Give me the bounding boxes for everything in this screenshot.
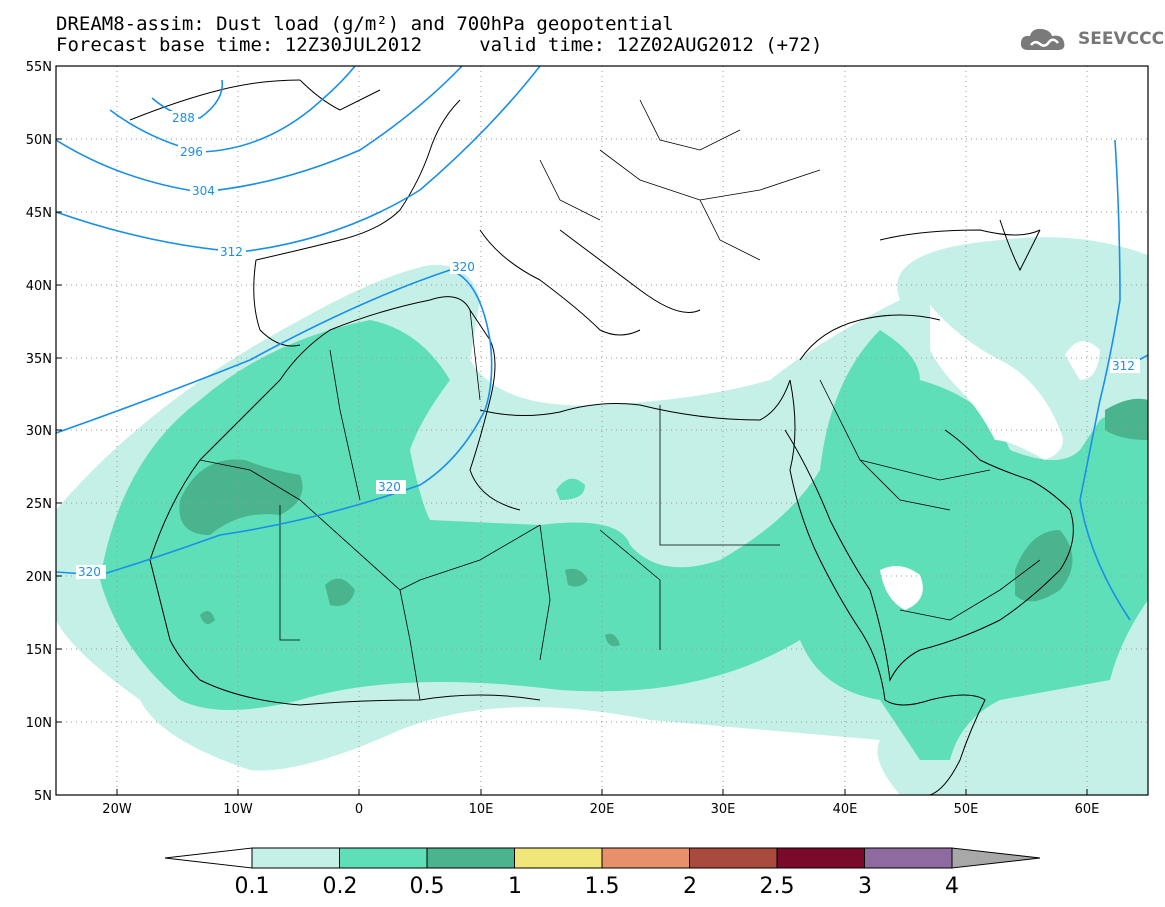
contour-label: 320 — [452, 260, 475, 274]
contour-labels: 288 296 304 312 320 320 320 312 — [76, 111, 1140, 579]
lon-label-30e: 30E — [711, 802, 736, 817]
lon-label-0: 0 — [355, 802, 363, 817]
colorbar-label: 0.1 — [235, 874, 270, 899]
lat-label-5n: 5N — [34, 789, 52, 804]
colorbar-label: 1 — [508, 874, 522, 899]
colorbar-segment — [776, 847, 865, 869]
colorbar-segment — [514, 847, 603, 869]
lat-label-55n: 55N — [26, 60, 52, 75]
cloud-icon — [1020, 28, 1065, 50]
contour-label: 320 — [78, 565, 101, 579]
dust-layer-0-5 — [179, 398, 1148, 647]
lat-label-45n: 45N — [26, 206, 52, 221]
colorbar-segment — [601, 847, 690, 869]
colorbar-low-arrow — [164, 847, 253, 869]
longitude-labels: 20W 10W 0 10E 20E 30E 40E 50E 60E — [102, 802, 1099, 817]
lon-label-20e: 20E — [590, 802, 615, 817]
lon-label-40e: 40E — [833, 802, 858, 817]
lat-lon-gridlines — [56, 66, 1148, 795]
lat-label-35n: 35N — [26, 352, 52, 367]
lon-label-10w: 10W — [223, 802, 253, 817]
contour-label: 312 — [1112, 359, 1135, 373]
lat-label-10n: 10N — [26, 716, 52, 731]
colorbar-segment — [251, 847, 340, 869]
lon-label-10e: 10E — [469, 802, 494, 817]
contour-label: 312 — [220, 245, 243, 259]
colorbar-label: 0.5 — [410, 874, 445, 899]
colorbar-segment — [689, 847, 778, 869]
colorbar-label: 2 — [683, 874, 697, 899]
colorbar-label: 0.2 — [323, 874, 358, 899]
map-title: DREAM8-assim: Dust load (g/m²) and 700hP… — [56, 13, 674, 35]
contour-label: 304 — [192, 184, 215, 198]
colorbar-label: 1.5 — [585, 874, 620, 899]
lat-label-30n: 30N — [26, 424, 52, 439]
colorbar-segment — [864, 847, 953, 869]
forecast-time-line: Forecast base time: 12Z30JUL2012 valid t… — [56, 34, 823, 56]
lon-label-60e: 60E — [1075, 802, 1100, 817]
dust-free-areas — [880, 305, 1100, 610]
geopotential-contours — [56, 66, 1148, 621]
colorbar-label: 3 — [858, 874, 872, 899]
lat-label-40n: 40N — [26, 279, 52, 294]
colorbar-label: 2.5 — [760, 874, 795, 899]
colorbar-labels: 0.1 0.2 0.5 1 1.5 2 2.5 3 4 — [235, 874, 960, 899]
coastlines — [129, 79, 1074, 795]
seevccc-logo: SEEVCCC — [1018, 24, 1164, 54]
country-borders — [199, 99, 1041, 701]
lon-label-50e: 50E — [954, 802, 979, 817]
tick-marks — [56, 65, 1088, 796]
colorbar — [164, 847, 1041, 869]
contour-label: 288 — [172, 111, 195, 125]
colorbar-segment — [339, 847, 428, 869]
lat-label-50n: 50N — [26, 133, 52, 148]
lon-label-20w: 20W — [102, 802, 132, 817]
lat-label-20n: 20N — [26, 570, 52, 585]
lat-label-15n: 15N — [26, 643, 52, 658]
colorbar-segment — [426, 847, 515, 869]
colorbar-high-arrow — [951, 847, 1041, 869]
latitude-labels: 55N 50N 45N 40N 35N 30N 25N 20N 15N 10N … — [26, 60, 52, 804]
lat-label-25n: 25N — [26, 497, 52, 512]
map-area: 288 296 304 312 320 320 320 312 — [56, 66, 1148, 795]
colorbar-label: 4 — [945, 874, 959, 899]
contour-label: 320 — [378, 480, 401, 494]
contour-label: 296 — [180, 145, 203, 159]
